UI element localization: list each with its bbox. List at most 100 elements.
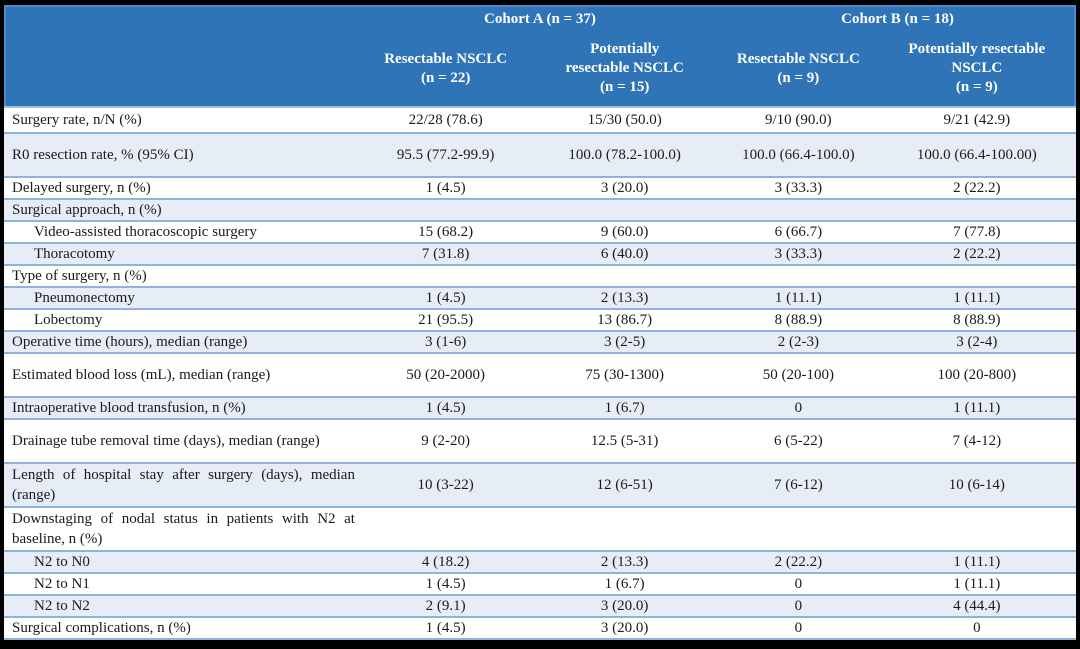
row-label: Lobectomy <box>34 312 103 328</box>
row-label: N2 to N1 <box>34 576 90 592</box>
table-body: Surgery rate, n/N (%) 22/28 (78.6) 15/30 (… <box>4 108 1076 640</box>
row-value: 3 (1-6) <box>425 333 467 350</box>
row-value: 7 (6-12) <box>773 476 823 493</box>
row-value: 15/30 (50.0) <box>587 111 662 128</box>
row-label: R0 resection rate, % (95% CI) <box>12 147 194 163</box>
row-value: 9 (2-20) <box>421 432 471 449</box>
row-value: 7 (77.8) <box>953 223 1001 240</box>
cohort-b-header: Cohort B (n = 18) <box>841 10 954 27</box>
cohort-a-header: Cohort A (n = 37) <box>484 10 596 27</box>
row-value: 1 (4.5) <box>425 289 466 306</box>
cohort-group-row: Cohort A (n = 37) Cohort B (n = 18) <box>4 5 1076 33</box>
row-value: 1 (4.5) <box>425 179 466 196</box>
row-value: 50 (20-2000) <box>406 366 486 383</box>
table-row: Surgical complications, n (%) 1 (4.5) 3 (2… <box>4 616 1076 638</box>
row-value: 6 (66.7) <box>774 223 823 240</box>
surgical-outcomes-table: Cohort A (n = 37) Cohort B (n = 18) Rese… <box>4 5 1076 640</box>
row-label: Length of hospital stay after surgery (d… <box>12 467 355 503</box>
table-row: Delayed surgery, n (%) 1 (4.5) 3 (20.0) 3 (… <box>4 176 1076 198</box>
row-value: 50 (20-100) <box>762 366 834 383</box>
row-value: 9/21 (42.9) <box>943 111 1011 128</box>
row-value: 1 (4.5) <box>425 399 466 416</box>
table-row: Surgery rate, n/N (%) 22/28 (78.6) 15/30 (… <box>4 108 1076 132</box>
row-value: 2 (9.1) <box>425 597 466 614</box>
row-value: 21 (95.5) <box>418 311 474 328</box>
row-value: 9 (60.0) <box>600 223 649 240</box>
col-header-cohort-a-resectable: Resectable NSCLC (n = 22) <box>384 50 508 86</box>
table-row: Video-assisted thoracoscopic surgery 15 (… <box>4 220 1076 242</box>
row-value: 0 <box>973 619 981 636</box>
row-value: 2 (22.2) <box>953 179 1001 196</box>
row-value: 1 (11.1) <box>953 575 1001 592</box>
row-value: 100.0 (78.2-100.0) <box>568 146 681 163</box>
row-value: 6 (40.0) <box>600 245 649 262</box>
row-value: 2 (13.3) <box>600 553 649 570</box>
row-value: 3 (20.0) <box>600 619 649 636</box>
row-value: 10 (3-22) <box>417 476 474 493</box>
row-label: Operative time (hours), median (range) <box>12 334 248 350</box>
row-value: 8 (88.9) <box>774 311 823 328</box>
row-label: Downstaging of nodal status in patients … <box>12 511 355 547</box>
row-label: Surgery rate, n/N (%) <box>12 112 142 128</box>
table-row: N2 to N1 1 (4.5) 1 (6.7) 0 1 (11.1) <box>4 572 1076 594</box>
row-value: 3 (2-4) <box>956 333 998 350</box>
table-header: Cohort A (n = 37) Cohort B (n = 18) Rese… <box>4 5 1076 108</box>
row-label: Surgical complications, n (%) <box>12 620 191 636</box>
row-value: 0 <box>794 619 803 636</box>
row-value: 0 <box>794 575 803 592</box>
row-value: 15 (68.2) <box>418 223 474 240</box>
row-value: 0 <box>794 597 803 614</box>
row-value: 3 (20.0) <box>600 597 649 614</box>
row-value: 8 (88.9) <box>953 311 1001 328</box>
row-value: 0 <box>794 399 803 416</box>
table-row: Thoracotomy 7 (31.8) 6 (40.0) 3 (33.3) 2 (22… <box>4 242 1076 264</box>
row-value: 95.5 (77.2-99.9) <box>396 146 495 163</box>
row-label: Drainage tube removal time (days), media… <box>12 433 320 449</box>
row-label: Intraoperative blood transfusion, n (%) <box>12 400 246 416</box>
row-label: Pneumonectomy <box>34 290 135 306</box>
row-label: Delayed surgery, n (%) <box>12 180 151 196</box>
row-value: 10 (6-14) <box>948 476 1005 493</box>
subgroup-header-row: Resectable NSCLC (n = 22) Potentially re… <box>4 33 1076 104</box>
row-value: 1 (11.1) <box>953 289 1001 306</box>
row-label: Video-assisted thoracoscopic surgery <box>34 224 257 240</box>
col-header-cohort-a-potentially-resectable: Potentially resectable NSCLC (n = 15) <box>565 41 684 95</box>
row-value: 2 (13.3) <box>600 289 649 306</box>
row-value: 6 (5-22) <box>773 432 823 449</box>
row-value: 1 (11.1) <box>953 553 1001 570</box>
col-header-cohort-b-potentially-resectable: Potentially resectable NSCLC (n = 9) <box>908 41 1046 95</box>
row-value: 100 (20-800) <box>937 366 1017 383</box>
row-value: 7 (4-12) <box>952 432 1002 449</box>
row-value: 3 (33.3) <box>774 245 823 262</box>
row-value: 1 (4.5) <box>425 619 466 636</box>
row-value: 3 (33.3) <box>774 179 823 196</box>
row-value: 100.0 (66.4-100.0) <box>742 146 855 163</box>
row-value: 100.0 (66.4-100.00) <box>916 146 1037 163</box>
table-row: N2 to N0 4 (18.2) 2 (13.3) 2 (22.2) 1 (11.1) <box>4 550 1076 572</box>
row-value: 1 (11.1) <box>953 399 1001 416</box>
row-label: Type of surgery, n (%) <box>12 268 147 284</box>
row-value: 9/10 (90.0) <box>765 111 832 128</box>
row-value: 1 (6.7) <box>604 575 645 592</box>
row-value: 2 (2-3) <box>777 333 819 350</box>
row-value: 7 (31.8) <box>421 245 470 262</box>
table-row: Type of surgery, n (%) <box>4 264 1076 286</box>
table-row: R0 resection rate, % (95% CI) 95.5 (77.2-… <box>4 132 1076 176</box>
row-value: 1 (6.7) <box>604 399 645 416</box>
row-value: 3 (2-5) <box>604 333 646 350</box>
row-value: 3 (20.0) <box>600 179 649 196</box>
row-value: 1 (4.5) <box>425 575 466 592</box>
table-row: Downstaging of nodal status in patients … <box>4 506 1076 550</box>
row-value: 22/28 (78.6) <box>408 111 483 128</box>
table-row: Intraoperative blood transfusion, n (%) 1… <box>4 396 1076 418</box>
row-value: 12.5 (5-31) <box>590 432 659 449</box>
row-value: 4 (44.4) <box>953 597 1001 614</box>
row-value: 13 (86.7) <box>597 311 653 328</box>
row-value: 1 (11.1) <box>774 289 822 306</box>
row-value: 4 (18.2) <box>421 553 470 570</box>
row-value: 2 (22.2) <box>774 553 823 570</box>
table-row: Pneumonectomy 1 (4.5) 2 (13.3) 1 (11.1) 1 (1… <box>4 286 1076 308</box>
row-value: 2 (22.2) <box>953 245 1001 262</box>
table-row: Estimated blood loss (mL), median (range… <box>4 352 1076 396</box>
